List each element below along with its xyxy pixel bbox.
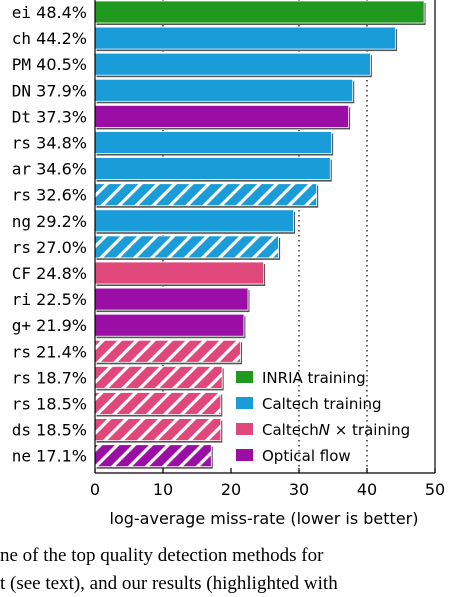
row-value: 34.6% xyxy=(36,160,87,179)
legend-label: CaltechN × training xyxy=(262,421,410,439)
row-label: CF xyxy=(12,264,31,283)
legend-swatch xyxy=(236,449,253,461)
caption-line-1: ne of the top quality detection methods … xyxy=(0,544,474,568)
x-tick-label: 30 xyxy=(289,480,309,499)
bar xyxy=(94,157,331,181)
bar xyxy=(94,444,212,468)
row-value: 48.4% xyxy=(36,3,87,22)
row-label: rs xyxy=(12,238,31,257)
bar xyxy=(94,365,223,389)
row-value: 21.4% xyxy=(36,342,87,361)
row-label: ei xyxy=(12,3,31,22)
row-label: ri xyxy=(12,290,31,309)
row-value: 44.2% xyxy=(36,29,87,48)
row-value: 24.8% xyxy=(36,264,87,283)
x-tick-label: 0 xyxy=(90,480,100,499)
bar xyxy=(94,209,294,233)
legend-label: Caltech training xyxy=(262,395,382,413)
row-value: 40.5% xyxy=(36,55,87,74)
bar xyxy=(94,105,350,128)
legend-label: INRIA training xyxy=(262,369,366,387)
x-axis: 0 10 20 30 40 50 xyxy=(90,0,445,499)
row-label: rs xyxy=(12,342,31,361)
bar xyxy=(94,418,222,442)
legend-swatch xyxy=(236,397,253,409)
x-tick-label: 40 xyxy=(357,480,377,499)
bar xyxy=(94,131,333,154)
caption-text-2: t (see text), and our results (highlight… xyxy=(0,573,338,594)
row-value: 18.7% xyxy=(36,368,87,387)
row-value: 18.5% xyxy=(36,421,87,440)
legend: INRIA training Caltech training CaltechN ×… xyxy=(236,369,410,465)
row-label: rs xyxy=(12,395,31,414)
x-axis-title: log-average miss-rate (lower is better) xyxy=(110,509,419,528)
legend-swatch xyxy=(236,423,253,435)
row-value: 18.5% xyxy=(36,395,87,414)
row-label: ne xyxy=(12,447,31,466)
x-tick-label: 10 xyxy=(153,480,173,499)
row-value: 27.0% xyxy=(36,238,87,257)
row-label: ch xyxy=(12,29,31,48)
legend-label: Optical flow xyxy=(262,447,351,465)
bar xyxy=(94,52,371,76)
bar xyxy=(94,392,222,415)
bar xyxy=(94,287,249,311)
x-tick-label: 50 xyxy=(425,480,445,499)
bar xyxy=(94,313,245,337)
row-label: ng xyxy=(12,212,31,231)
row-label: g+ xyxy=(12,316,31,335)
row-label: rs xyxy=(12,186,31,205)
bar xyxy=(94,235,280,259)
bars xyxy=(94,0,426,469)
row-label: Dt xyxy=(12,107,31,126)
row-label: DN xyxy=(12,81,31,100)
row-label: rs xyxy=(12,368,31,387)
bar-chart: ei 48.4% ch 44.2% PM 40.5% DN 37.9% Dt 37.3% rs 34.… xyxy=(12,0,445,528)
row-label: rs xyxy=(12,134,31,153)
row-labels: ei 48.4% ch 44.2% PM 40.5% DN 37.9% Dt 37.3% rs 34.… xyxy=(12,3,87,466)
row-value: 17.1% xyxy=(36,447,87,466)
bar xyxy=(94,339,241,363)
caption-line-2: t (see text), and our results (highlight… xyxy=(0,572,474,596)
bar xyxy=(94,0,425,24)
row-label: PM xyxy=(12,55,31,74)
row-value: 22.5% xyxy=(36,290,87,309)
row-value: 21.9% xyxy=(36,316,87,335)
x-tick-label: 20 xyxy=(221,480,241,499)
row-value: 32.6% xyxy=(36,186,87,205)
caption-text-1: ne of the top quality detection methods … xyxy=(0,545,324,566)
row-label: ar xyxy=(12,160,32,179)
bar xyxy=(94,261,265,285)
bar xyxy=(94,26,396,50)
bar xyxy=(94,183,318,207)
bar xyxy=(94,78,354,102)
row-value: 37.3% xyxy=(36,107,87,126)
row-value: 37.9% xyxy=(36,81,87,100)
legend-swatch xyxy=(236,371,253,383)
row-value: 29.2% xyxy=(36,212,87,231)
row-label: ds xyxy=(12,421,31,440)
row-value: 34.8% xyxy=(36,134,87,153)
